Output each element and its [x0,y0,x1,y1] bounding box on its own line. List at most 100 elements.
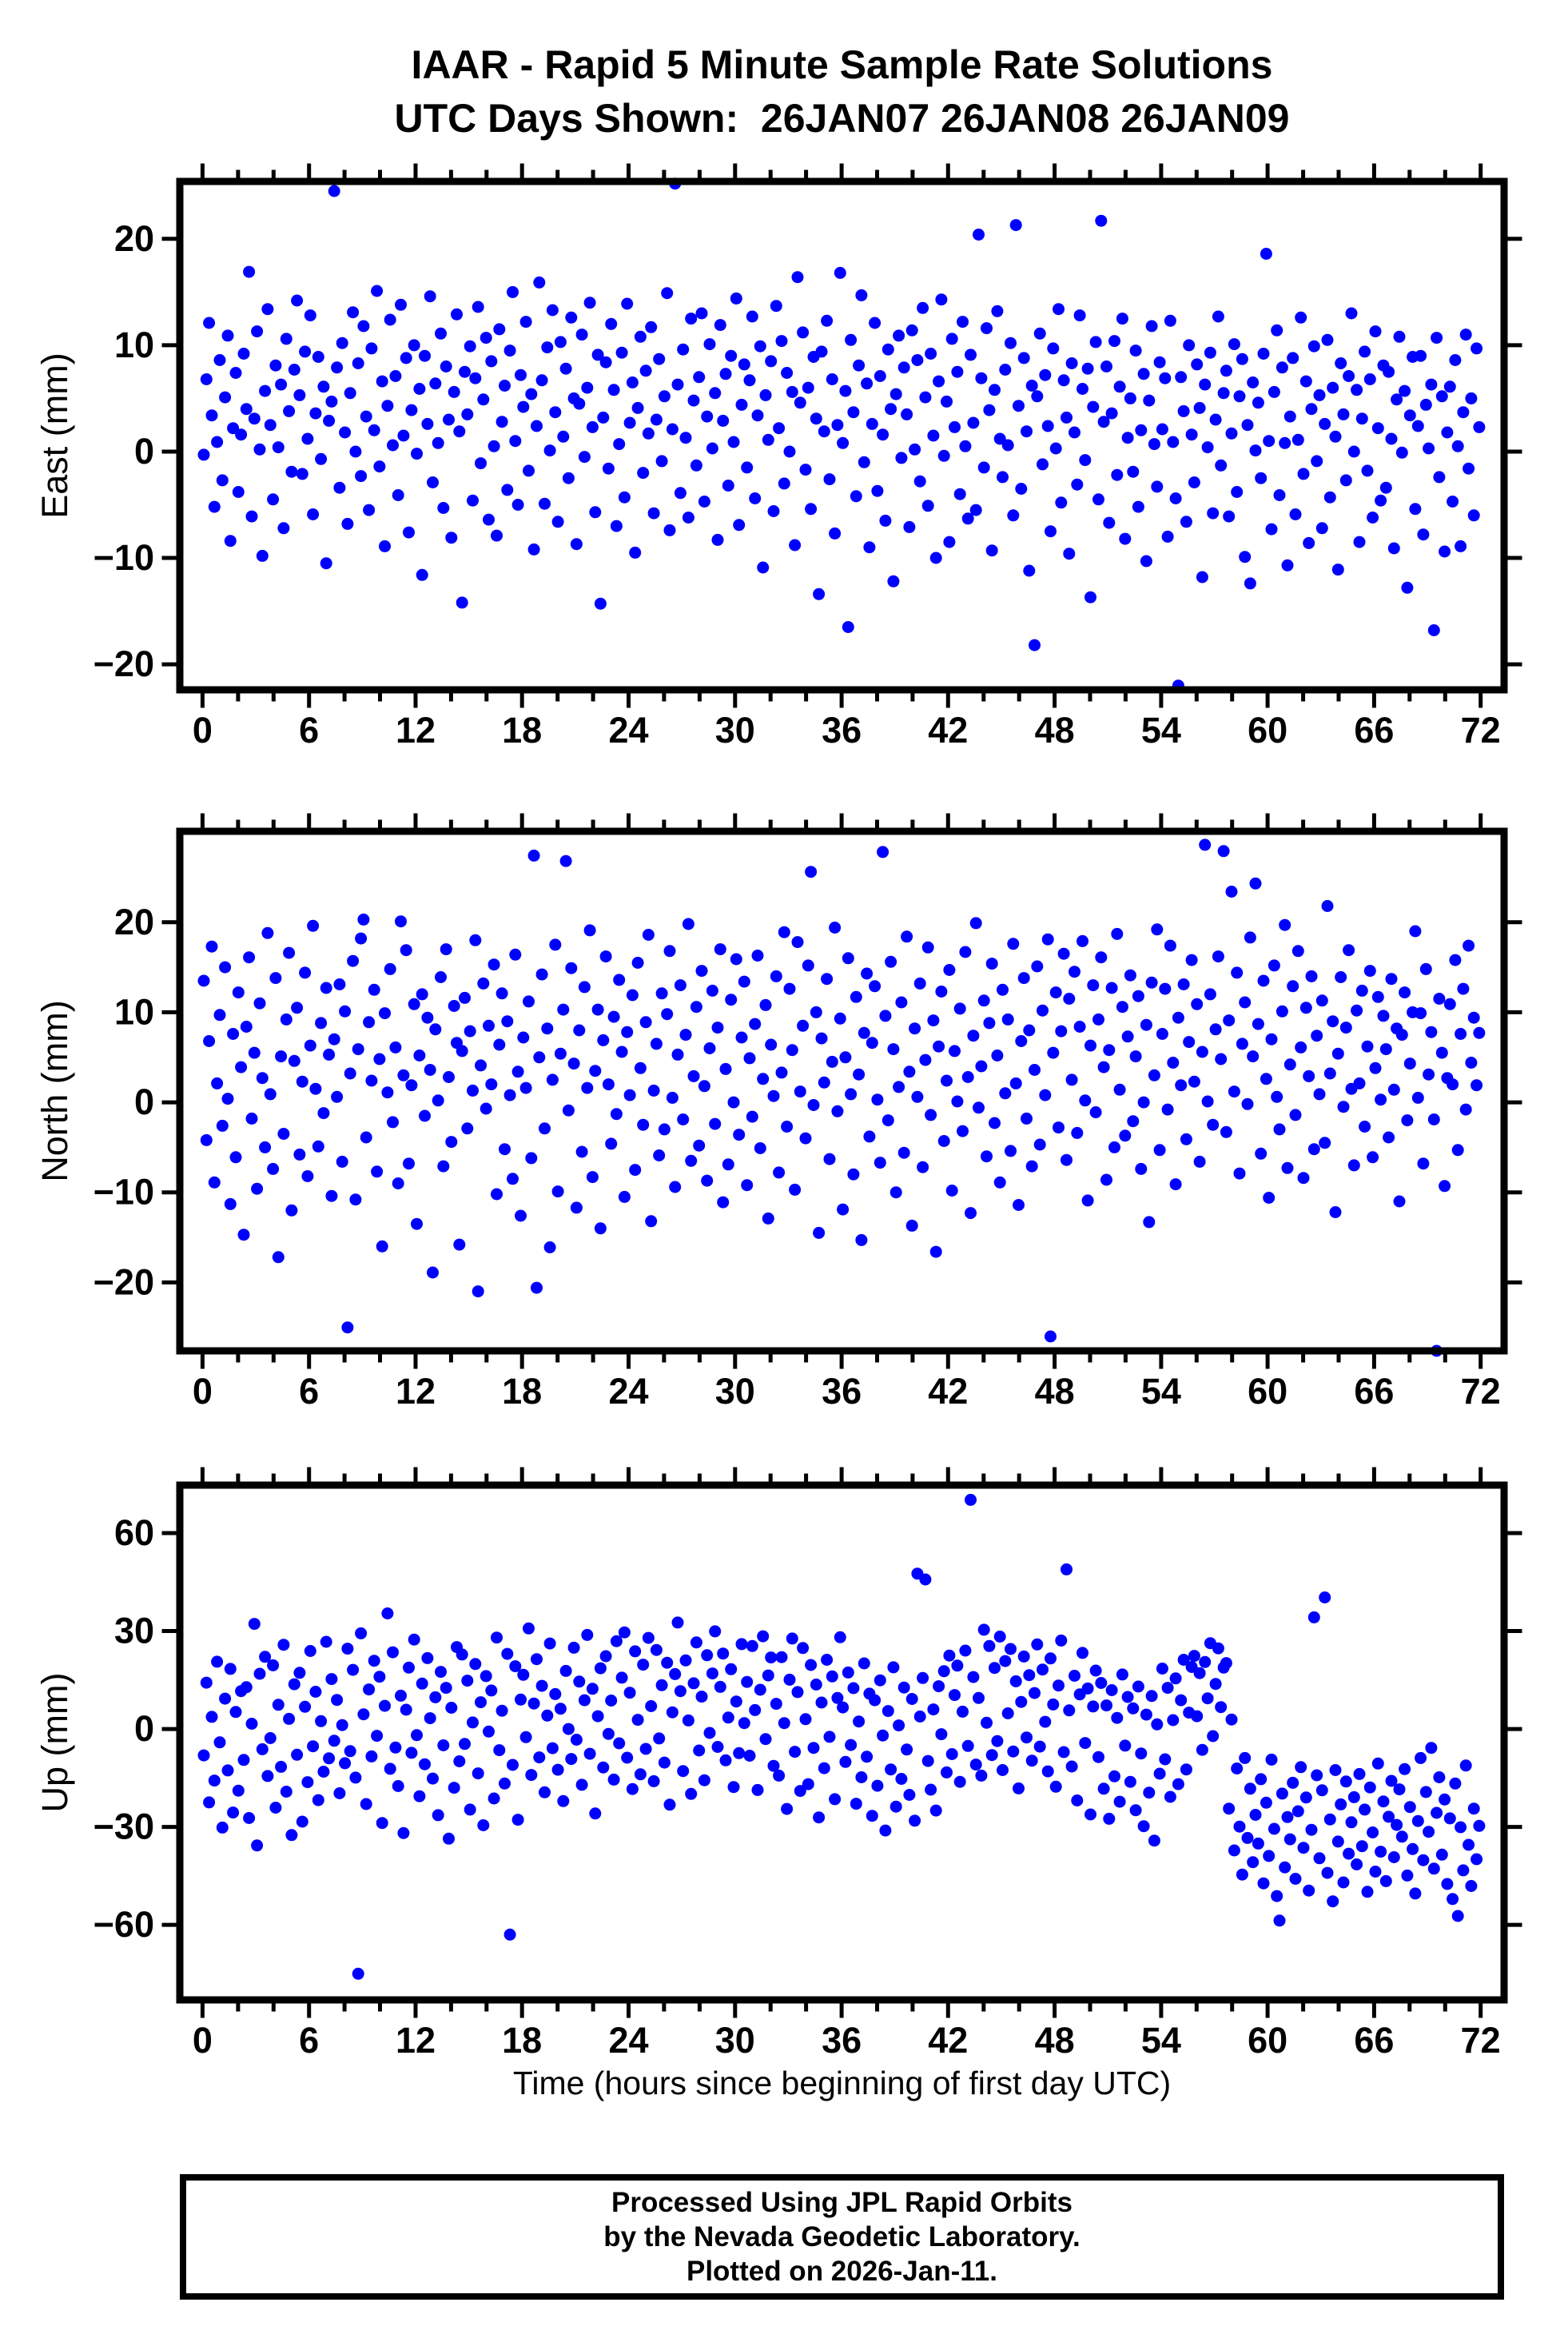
data-point [543,1241,556,1253]
data-point [1359,1803,1371,1816]
data-point [791,936,804,949]
data-point [1379,481,1392,494]
data-point [1361,1886,1374,1898]
data-point [1403,409,1416,422]
data-point [291,294,304,307]
data-point [1007,938,1020,950]
data-point [682,1714,694,1727]
data-point [1281,559,1294,572]
data-point [1459,329,1472,341]
data-point [1241,1097,1254,1110]
data-point [501,1647,514,1660]
data-point [983,404,996,416]
data-point [360,1798,372,1810]
data-point [1265,523,1278,536]
data-point [309,407,322,420]
data-point [365,1074,378,1087]
data-point [858,1657,870,1670]
data-point [589,1807,602,1820]
data-point [559,362,572,375]
data-point [1244,931,1256,944]
data-point [1399,986,1411,999]
data-point [735,398,748,411]
data-point [328,185,340,197]
data-point [1009,219,1022,232]
x-tick-label: 24 [608,710,648,751]
data-point [461,408,474,420]
data-point [661,1656,674,1669]
data-point [557,1003,570,1016]
data-point [1273,1123,1286,1136]
data-point [1175,371,1188,384]
data-point [933,1040,945,1053]
data-point [459,991,471,1004]
y-tick-label: −20 [94,643,154,684]
data-point [1199,378,1212,391]
data-point [211,1077,224,1089]
data-point [437,502,450,514]
data-point [1137,368,1150,380]
data-point [671,1048,684,1061]
data-point [355,470,368,483]
data-point [778,926,790,938]
data-point [285,465,298,478]
data-point [1212,1642,1224,1655]
y-tick-label: 30 [114,1611,154,1651]
data-point [831,1691,844,1704]
data-point [549,406,562,419]
data-point [1449,954,1462,966]
data-point [232,1784,245,1797]
data-point [1225,886,1238,898]
data-point [717,1647,730,1660]
data-point [919,1054,932,1066]
data-point [889,1186,902,1199]
data-point [1143,1786,1156,1799]
data-point [1015,1035,1028,1047]
data-point [221,1093,234,1105]
data-point [887,575,900,588]
data-point [1315,1784,1328,1797]
data-point [618,491,631,504]
data-point [754,1142,766,1154]
data-point [533,276,546,289]
data-point [1220,1125,1232,1138]
data-point [443,413,455,426]
data-point [605,317,618,330]
data-point [1084,1039,1096,1052]
data-point [1427,624,1440,636]
data-point [499,380,511,392]
data-point [347,306,360,319]
data-point [775,335,788,348]
data-point [507,1173,519,1185]
data-point [802,381,814,394]
data-point [897,1146,910,1159]
data-point [1071,1794,1084,1806]
data-point [829,527,842,540]
data-point [208,1774,221,1787]
data-point [645,1215,658,1228]
data-point [397,429,410,442]
data-point [815,1032,828,1045]
data-point [999,1087,1012,1100]
data-point [333,978,346,990]
data-point [818,1076,830,1089]
data-point [535,968,548,981]
data-point [703,1042,716,1054]
data-point [802,1778,814,1790]
data-point [586,1683,599,1695]
data-point [437,1160,450,1173]
data-point [863,1130,876,1143]
data-point [765,1651,778,1664]
data-point [559,854,572,867]
data-point [392,489,404,501]
data-point [1433,1771,1446,1783]
x-tick-label: 30 [715,710,755,751]
data-point [573,397,586,410]
data-point [594,1222,607,1235]
data-point [1417,1854,1430,1866]
data-point [336,1155,348,1168]
data-point [1351,1858,1363,1870]
data-point [842,952,854,965]
data-point [799,464,812,476]
data-point [1313,1852,1326,1865]
